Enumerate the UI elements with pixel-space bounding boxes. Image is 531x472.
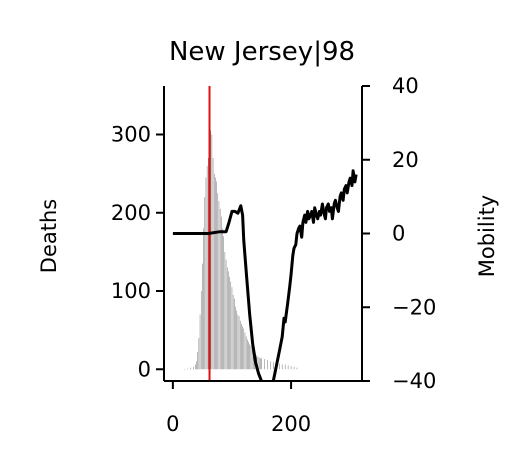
deaths-bars <box>184 130 298 370</box>
deaths-bar <box>260 358 261 370</box>
deaths-bar <box>203 228 204 370</box>
deaths-bar <box>222 228 223 370</box>
deaths-bar <box>245 336 247 370</box>
deaths-bar <box>215 177 216 370</box>
mobility-line-layer <box>172 169 358 381</box>
deaths-bar <box>187 368 188 370</box>
y-tick-right-label: −20 <box>392 295 436 319</box>
deaths-bar <box>261 358 262 370</box>
deaths-bar <box>267 359 268 370</box>
y-tick-left-label: 100 <box>111 279 151 303</box>
y-tick-right-label: 0 <box>392 222 405 246</box>
deaths-bar <box>287 365 289 370</box>
deaths-bar <box>211 134 213 370</box>
x-tick-label: 200 <box>271 412 311 436</box>
mobility-line <box>172 169 358 381</box>
deaths-bar <box>235 306 236 370</box>
deaths-bar <box>195 364 196 370</box>
deaths-bar <box>190 367 191 370</box>
y-axis-right-label: Mobility <box>475 195 499 277</box>
deaths-bar <box>208 157 209 370</box>
deaths-bar <box>239 320 241 370</box>
deaths-bar <box>216 181 217 370</box>
deaths-bar <box>281 364 283 370</box>
deaths-bar <box>264 359 265 370</box>
deaths-bar <box>241 323 242 370</box>
deaths-bar <box>224 251 226 370</box>
deaths-bar <box>284 364 286 370</box>
deaths-bar <box>248 341 249 370</box>
deaths-bar <box>238 316 240 370</box>
deaths-bar <box>273 362 274 370</box>
deaths-bar <box>219 208 221 370</box>
deaths-bar <box>196 361 197 370</box>
axes-layer: 0 100 200 300 −40 −20 0 20 40 0 200 <box>111 74 436 436</box>
deaths-bar <box>237 314 239 370</box>
deaths-bar <box>205 177 207 370</box>
deaths-bar <box>242 326 243 370</box>
y-tick-right-label: 40 <box>392 74 419 98</box>
deaths-bar <box>221 216 222 370</box>
deaths-bar <box>184 369 185 370</box>
deaths-bar <box>247 339 248 370</box>
deaths-bar <box>212 157 214 370</box>
deaths-bar <box>249 344 250 370</box>
deaths-bar <box>252 349 254 370</box>
deaths-bar <box>199 314 201 370</box>
y-tick-left-label: 300 <box>111 123 151 147</box>
deaths-bar <box>200 291 202 370</box>
deaths-bar <box>231 287 233 370</box>
deaths-bar <box>218 201 220 370</box>
y-tick-left-label: 200 <box>111 201 151 225</box>
deaths-bar <box>204 197 206 370</box>
deaths-bar <box>230 281 232 370</box>
x-tick-label: 0 <box>166 412 179 436</box>
deaths-bar <box>225 259 227 370</box>
deaths-bar <box>250 345 252 370</box>
deaths-bar <box>293 366 295 370</box>
deaths-bar <box>234 298 235 370</box>
deaths-bar <box>210 130 211 370</box>
y-axis-left-label: Deaths <box>37 199 61 273</box>
deaths-bar <box>197 352 198 370</box>
deaths-bar <box>270 361 271 370</box>
deaths-bar <box>226 267 228 370</box>
deaths-bar <box>202 263 203 370</box>
y-tick-right-label: −40 <box>392 369 436 393</box>
deaths-bar <box>223 236 224 370</box>
deaths-bar <box>251 347 253 370</box>
deaths-bar <box>236 310 237 370</box>
deaths-bar <box>290 366 292 370</box>
deaths-bar <box>198 337 200 370</box>
chart-title: New Jersey|98 <box>169 37 355 67</box>
deaths-bar <box>213 173 215 370</box>
deaths-bar <box>244 332 246 370</box>
deaths-bar <box>243 328 245 370</box>
y-tick-right-label: 20 <box>392 148 419 172</box>
deaths-bar <box>217 193 219 370</box>
y-tick-left-label: 0 <box>138 357 151 381</box>
deaths-bar <box>229 276 230 370</box>
deaths-bar <box>232 294 234 370</box>
deaths-bar <box>278 363 280 370</box>
deaths-bar <box>193 366 194 370</box>
deaths-bar <box>258 357 260 370</box>
deaths-bar <box>257 356 259 370</box>
deaths-bar <box>206 165 208 370</box>
deaths-bar <box>296 367 298 370</box>
deaths-bar <box>228 271 229 370</box>
